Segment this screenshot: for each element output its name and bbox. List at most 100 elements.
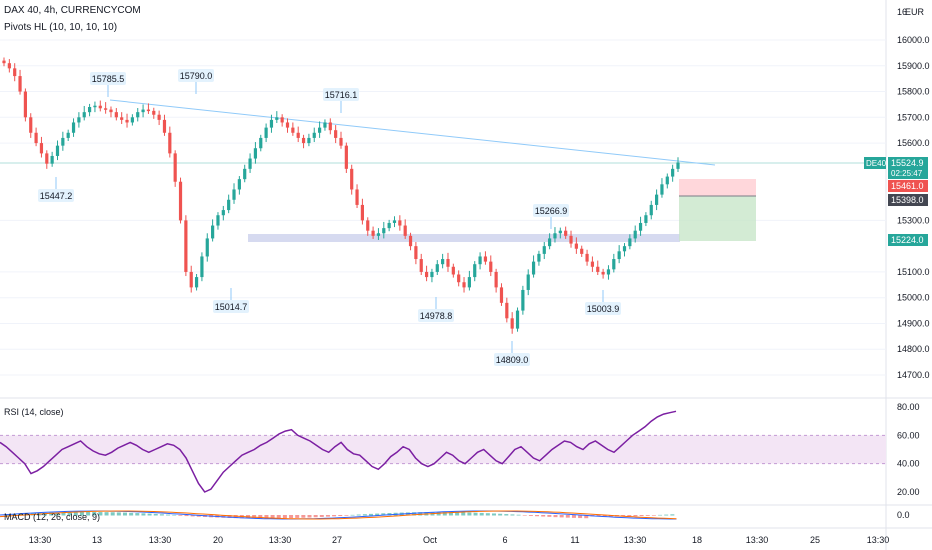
candle-body <box>414 246 418 260</box>
macd-histogram-bar <box>504 514 509 516</box>
macd-histogram-bar <box>485 513 490 516</box>
symbol-tag-text: DE40 <box>866 159 887 168</box>
macd-histogram-bar <box>375 513 380 516</box>
macd-histogram-bar <box>141 513 146 516</box>
price-tick-label: 15300.0 <box>897 215 930 225</box>
time-tick-label: 20 <box>213 535 223 545</box>
candle-body <box>408 235 413 247</box>
macd-histogram-bar <box>510 514 515 516</box>
candle-body <box>339 137 343 146</box>
candle-body <box>628 238 632 247</box>
candle-body <box>312 132 316 138</box>
candle-body <box>558 230 562 234</box>
pivot-label-text: 15014.7 <box>215 302 248 312</box>
time-tick-label: 18 <box>692 535 702 545</box>
candle-body <box>323 122 327 128</box>
pivot-label-box <box>38 189 74 202</box>
candle-body <box>318 127 322 133</box>
rsi-tick-label: 80.00 <box>897 402 920 412</box>
candle-body <box>120 117 124 120</box>
candle-body <box>499 287 504 303</box>
macd-histogram-bar <box>553 515 558 518</box>
candle-body <box>29 117 33 133</box>
time-tick-label: 27 <box>332 535 342 545</box>
macd-histogram-bar <box>473 512 478 516</box>
candle-body <box>136 112 140 118</box>
rsi-tick-label: 60.00 <box>897 430 920 440</box>
candle-body <box>269 119 274 128</box>
macd-histogram-bar <box>178 515 183 516</box>
candle-body <box>644 215 648 223</box>
time-tick-label: 13:30 <box>269 535 292 545</box>
candle-body <box>419 259 423 272</box>
candle-body <box>66 132 70 138</box>
symbol-title: DAX 40, 4h, CURRENCYCOM <box>4 5 141 16</box>
price-tick-label: 14700.0 <box>897 370 930 380</box>
macd-histogram-bar <box>110 512 115 516</box>
macd-label: MACD (12, 26, close, 9) <box>4 512 101 522</box>
macd-histogram-bar <box>307 515 312 518</box>
price-tag-box <box>888 194 928 206</box>
macd-histogram-bar <box>129 512 134 516</box>
candle-body <box>50 155 54 164</box>
pivot-low-label: 15014.7 <box>213 288 249 313</box>
macd-histogram-bar <box>338 515 343 517</box>
macd-histogram-bar <box>492 513 496 516</box>
candle-body <box>227 199 231 211</box>
candle-body <box>665 176 669 185</box>
macd-histogram-bar <box>584 515 589 519</box>
macd-histogram-bar <box>73 512 78 516</box>
price-tag-text: 15398.0 <box>891 195 924 205</box>
candle-body <box>371 230 375 236</box>
candle-body <box>564 230 568 236</box>
macd-histogram-bar <box>301 515 306 518</box>
macd-tick-label: 0.0 <box>897 510 910 520</box>
price-tick-label: 15900.0 <box>897 61 930 71</box>
candle-body <box>548 238 552 247</box>
macd-histogram-bar <box>332 515 337 517</box>
macd-histogram-bar <box>369 513 373 516</box>
pivot-label-text: 14978.8 <box>420 311 453 321</box>
candle-body <box>157 114 161 120</box>
candle-body <box>430 271 434 278</box>
macd-histogram-bar <box>49 512 54 516</box>
candle-body <box>355 189 359 205</box>
candle-body <box>638 222 643 231</box>
rsi-band <box>0 435 886 464</box>
candle-body <box>505 302 509 319</box>
candle-body <box>173 153 177 182</box>
candle-body <box>114 112 118 118</box>
macd-histogram-bar <box>461 512 466 516</box>
macd-histogram-bar <box>196 515 201 517</box>
macd-histogram-bar <box>356 514 361 516</box>
macd-histogram-bar <box>92 512 97 516</box>
macd-histogram-bar <box>282 515 287 519</box>
price-tag-box <box>888 234 928 246</box>
rsi-tick-label: 20.00 <box>897 487 920 497</box>
macd-histogram-bar <box>547 515 552 517</box>
macd-histogram-bar <box>61 512 66 516</box>
candle-body <box>478 256 482 265</box>
candle-body <box>45 153 49 164</box>
macd-histogram-bar <box>86 512 91 516</box>
candle-body <box>537 253 541 262</box>
candle-body <box>87 107 92 113</box>
candle-body <box>184 220 188 272</box>
rsi-label: RSI (14, close) <box>4 407 64 417</box>
candle-body <box>61 137 65 146</box>
candle-body <box>596 266 600 272</box>
pivot-low-label: 14978.8 <box>418 297 454 322</box>
candle-body <box>2 60 6 64</box>
time-tick-label: 13 <box>92 535 102 545</box>
candle-body <box>13 68 17 77</box>
macd-histogram-bar <box>412 512 417 516</box>
macd-histogram-bar <box>571 515 576 518</box>
candle-body <box>18 76 22 92</box>
candle-body <box>334 130 338 138</box>
candle-body <box>178 181 183 221</box>
pivot-label-text: 15003.9 <box>587 304 620 314</box>
price-tick-label: 14900.0 <box>897 318 930 328</box>
candle-body <box>553 233 557 239</box>
candle-body <box>366 220 370 231</box>
